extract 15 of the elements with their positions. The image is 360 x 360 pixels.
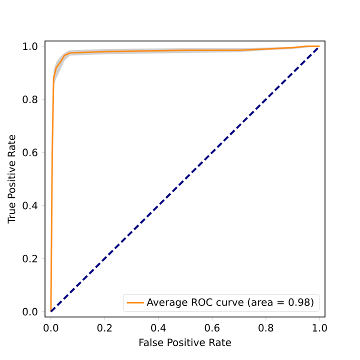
y-tick-label: 0.2 (22, 254, 37, 262)
y-axis-title: True Positive Rate (8, 134, 16, 224)
x-tick-label: 0.8 (258, 324, 274, 332)
x-tick-label: 1.0 (312, 324, 327, 332)
y-tick-label: 0.0 (22, 308, 38, 316)
x-tick-label: 0.0 (44, 324, 58, 332)
x-tick-label: 0.6 (204, 324, 220, 332)
y-tick-label: 0.6 (22, 148, 38, 156)
x-axis-title: False Positive Rate (140, 338, 231, 346)
legend-label: Average ROC curve (area = 0.98) (146, 298, 314, 308)
y-tick-label: 0.4 (22, 202, 38, 210)
y-tick-label: 1.0 (23, 42, 38, 50)
x-tick-label: 0.4 (151, 324, 166, 332)
x-tick-label: 0.2 (97, 324, 112, 332)
y-tick-label: 0.8 (22, 96, 38, 104)
